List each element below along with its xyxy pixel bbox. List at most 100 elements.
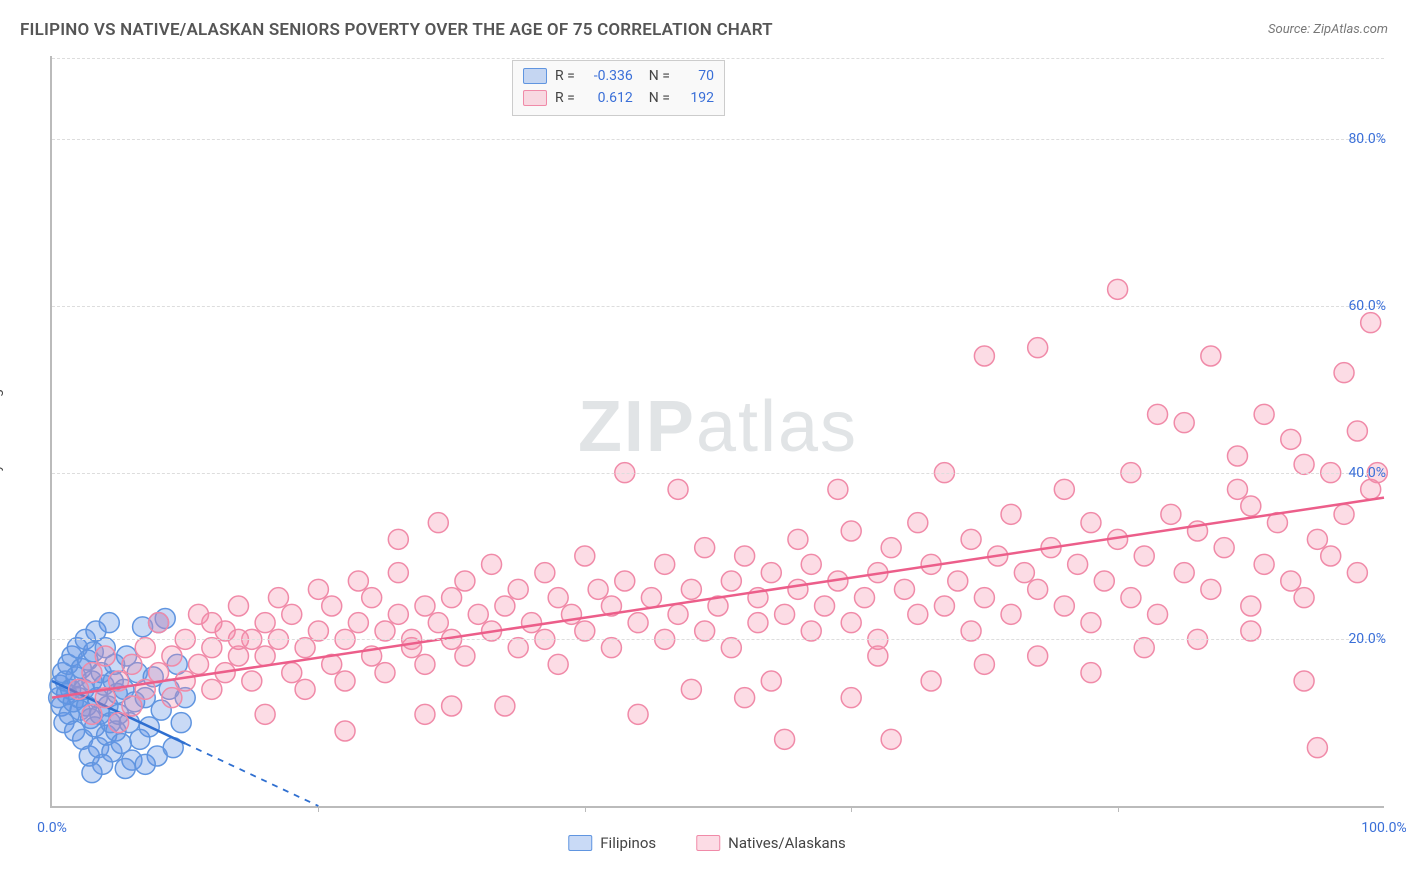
data-point	[482, 554, 502, 574]
data-point	[1334, 363, 1354, 383]
data-point	[961, 529, 981, 549]
data-point	[282, 663, 302, 683]
data-point	[1054, 479, 1074, 499]
data-point	[1108, 279, 1128, 299]
data-point	[82, 663, 102, 683]
data-point	[1081, 663, 1101, 683]
data-point	[1028, 338, 1048, 358]
data-point	[974, 654, 994, 674]
data-point	[135, 754, 155, 774]
data-point	[788, 579, 808, 599]
data-point	[1347, 421, 1367, 441]
data-point	[69, 679, 89, 699]
data-point	[255, 704, 275, 724]
data-point	[948, 571, 968, 591]
x-minor-tick	[851, 806, 852, 812]
x-tick-label: 0.0%	[37, 820, 67, 836]
data-point	[841, 688, 861, 708]
data-point	[1121, 588, 1141, 608]
correlation-legend: R =-0.336N =70R =0.612N =192	[512, 60, 725, 116]
x-minor-tick	[318, 806, 319, 812]
data-point	[162, 688, 182, 708]
data-point	[202, 638, 222, 658]
legend-swatch	[523, 90, 547, 106]
gridline	[52, 58, 1384, 59]
n-value: 70	[678, 65, 714, 87]
data-point	[428, 613, 448, 633]
data-point	[495, 596, 515, 616]
data-point	[1254, 404, 1274, 424]
data-point	[348, 613, 368, 633]
data-point	[881, 538, 901, 558]
plot-area: ZIPatlas R =-0.336N =70R =0.612N =192 20…	[50, 56, 1384, 808]
y-axis-label: Seniors Poverty Over the Age of 75	[0, 346, 4, 562]
data-point	[122, 654, 142, 674]
data-point	[335, 671, 355, 691]
data-point	[1321, 546, 1341, 566]
data-point	[1174, 413, 1194, 433]
data-point	[255, 613, 275, 633]
legend-swatch	[523, 68, 547, 84]
data-point	[575, 621, 595, 641]
data-point	[189, 654, 209, 674]
data-point	[1201, 346, 1221, 366]
r-value: 0.612	[583, 87, 633, 109]
data-point	[1148, 404, 1168, 424]
data-point	[1174, 563, 1194, 583]
data-point	[575, 546, 595, 566]
data-point	[628, 613, 648, 633]
data-point	[228, 596, 248, 616]
data-point	[508, 579, 528, 599]
data-point	[82, 763, 102, 783]
data-point	[601, 638, 621, 658]
trend-line	[52, 498, 1384, 698]
data-point	[1307, 529, 1327, 549]
data-point	[1028, 646, 1048, 666]
data-point	[282, 604, 302, 624]
legend-row: R =-0.336N =70	[523, 65, 714, 87]
data-point	[681, 579, 701, 599]
data-point	[455, 571, 475, 591]
data-point	[162, 646, 182, 666]
data-point	[388, 529, 408, 549]
data-point	[908, 513, 928, 533]
data-point	[974, 588, 994, 608]
legend-label: Filipinos	[600, 834, 656, 852]
data-point	[122, 696, 142, 716]
data-point	[268, 588, 288, 608]
data-point	[841, 521, 861, 541]
chart-container: Seniors Poverty Over the Age of 75 ZIPat…	[20, 54, 1394, 854]
data-point	[1201, 579, 1221, 599]
data-point	[1028, 579, 1048, 599]
data-point	[1294, 588, 1314, 608]
data-point	[681, 679, 701, 699]
data-point	[855, 588, 875, 608]
data-point	[828, 479, 848, 499]
data-point	[548, 588, 568, 608]
data-point	[1294, 671, 1314, 691]
data-point	[388, 563, 408, 583]
data-point	[535, 563, 555, 583]
data-point	[348, 571, 368, 591]
x-tick-label: 100.0%	[1361, 820, 1406, 836]
data-point	[1241, 496, 1261, 516]
data-point	[721, 571, 741, 591]
data-point	[388, 604, 408, 624]
data-point	[801, 621, 821, 641]
data-point	[881, 729, 901, 749]
n-value: 192	[678, 87, 714, 109]
data-point	[1014, 563, 1034, 583]
data-point	[522, 613, 542, 633]
data-point	[82, 704, 102, 724]
data-point	[95, 646, 115, 666]
data-point	[775, 604, 795, 624]
data-point	[255, 646, 275, 666]
data-point	[442, 588, 462, 608]
data-point	[202, 679, 222, 699]
data-point	[428, 513, 448, 533]
data-point	[934, 596, 954, 616]
data-point	[415, 704, 435, 724]
data-point	[1307, 738, 1327, 758]
data-point	[508, 638, 528, 658]
data-point	[322, 596, 342, 616]
